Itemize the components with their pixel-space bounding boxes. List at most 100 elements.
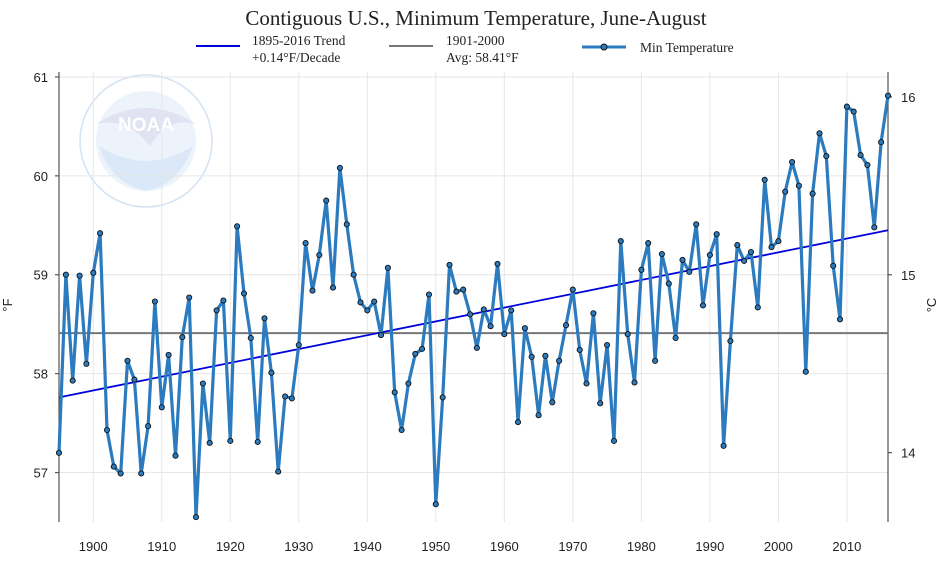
data-point bbox=[350, 271, 357, 278]
data-point bbox=[720, 442, 727, 449]
data-point bbox=[747, 248, 755, 256]
data-point bbox=[240, 290, 248, 297]
data-point bbox=[706, 251, 713, 259]
data-point bbox=[460, 286, 467, 293]
data-point bbox=[679, 256, 686, 263]
data-point bbox=[843, 103, 850, 110]
data-point bbox=[316, 251, 323, 259]
x-tick-label: 1900 bbox=[79, 539, 108, 554]
data-point bbox=[179, 334, 186, 341]
y2-axis-label: °C bbox=[924, 298, 939, 313]
data-point bbox=[624, 331, 631, 338]
data-point bbox=[234, 223, 241, 230]
x-tick-label: 1920 bbox=[216, 539, 245, 554]
legend-trend-rate: +0.14°F/Decade bbox=[252, 50, 340, 65]
data-point bbox=[562, 322, 570, 329]
data-point bbox=[405, 380, 412, 387]
data-point bbox=[151, 298, 158, 305]
x-tick-label: 1980 bbox=[627, 539, 656, 554]
data-point bbox=[83, 360, 90, 367]
data-point bbox=[124, 357, 131, 364]
data-point bbox=[693, 221, 700, 228]
data-point bbox=[494, 260, 501, 267]
data-point bbox=[836, 316, 844, 323]
data-point bbox=[610, 437, 618, 444]
data-point bbox=[576, 346, 583, 353]
data-point bbox=[288, 395, 295, 402]
y-axis-label: °F bbox=[0, 298, 15, 311]
data-point bbox=[816, 130, 823, 137]
data-point bbox=[672, 334, 679, 342]
data-point bbox=[508, 307, 515, 314]
data-point bbox=[871, 224, 878, 231]
data-point bbox=[480, 306, 487, 313]
noaa-logo: NOAA bbox=[79, 74, 213, 208]
y-tick-label: 60 bbox=[34, 169, 48, 184]
noaa-logo-text: NOAA bbox=[118, 115, 174, 136]
data-point bbox=[439, 394, 446, 401]
legend-average-value: Avg: 58.41°F bbox=[446, 50, 519, 65]
data-point bbox=[761, 176, 768, 183]
data-point bbox=[467, 311, 474, 318]
data-point bbox=[734, 242, 741, 249]
data-point bbox=[268, 369, 275, 376]
data-point bbox=[247, 334, 254, 342]
data-point bbox=[364, 307, 371, 314]
data-point bbox=[309, 287, 316, 294]
data-point bbox=[275, 468, 282, 475]
data-point bbox=[638, 266, 645, 273]
data-point bbox=[645, 240, 652, 247]
y-tick-label: 57 bbox=[34, 466, 48, 481]
data-point bbox=[172, 452, 179, 459]
data-point bbox=[117, 470, 124, 477]
data-point bbox=[823, 153, 830, 160]
trend-line bbox=[58, 229, 889, 399]
data-point bbox=[131, 376, 138, 383]
data-point bbox=[789, 158, 796, 166]
legend-trend-label: 1895-2016 Trend bbox=[252, 33, 346, 48]
data-point bbox=[412, 350, 419, 357]
data-point bbox=[617, 238, 624, 245]
data-point bbox=[419, 345, 426, 352]
data-point bbox=[206, 439, 213, 446]
data-point bbox=[302, 240, 309, 247]
data-point bbox=[138, 470, 145, 477]
data-point bbox=[652, 357, 659, 364]
data-point bbox=[631, 379, 638, 386]
data-point bbox=[884, 92, 892, 99]
data-point bbox=[782, 188, 789, 195]
data-point bbox=[699, 302, 707, 309]
data-point bbox=[371, 298, 378, 305]
data-point bbox=[110, 463, 117, 470]
data-point bbox=[775, 238, 782, 245]
data-point bbox=[90, 269, 97, 276]
data-point bbox=[453, 288, 460, 295]
data-point bbox=[878, 139, 885, 146]
data-point bbox=[556, 357, 563, 364]
data-point bbox=[165, 351, 172, 358]
data-point bbox=[487, 323, 494, 330]
plot-data bbox=[55, 92, 892, 521]
data-point bbox=[583, 380, 590, 387]
data-point bbox=[343, 221, 350, 228]
data-point bbox=[384, 264, 391, 271]
data-point bbox=[55, 449, 63, 456]
y2-tick-label: 14 bbox=[901, 446, 915, 461]
data-point bbox=[398, 426, 405, 434]
data-point bbox=[597, 400, 604, 407]
y-tick-label: 58 bbox=[34, 367, 48, 382]
data-point bbox=[604, 341, 611, 349]
data-point bbox=[227, 437, 234, 444]
data-point bbox=[590, 310, 597, 317]
data-point bbox=[425, 291, 433, 298]
data-point bbox=[97, 230, 104, 237]
data-point bbox=[282, 393, 289, 400]
data-point bbox=[528, 353, 535, 360]
y2-tick-label: 15 bbox=[901, 268, 915, 283]
legend-series-marker bbox=[600, 43, 608, 51]
data-point bbox=[103, 426, 111, 434]
data-point bbox=[809, 190, 816, 197]
data-point bbox=[336, 164, 343, 171]
data-point bbox=[220, 297, 227, 304]
data-point bbox=[658, 250, 665, 258]
